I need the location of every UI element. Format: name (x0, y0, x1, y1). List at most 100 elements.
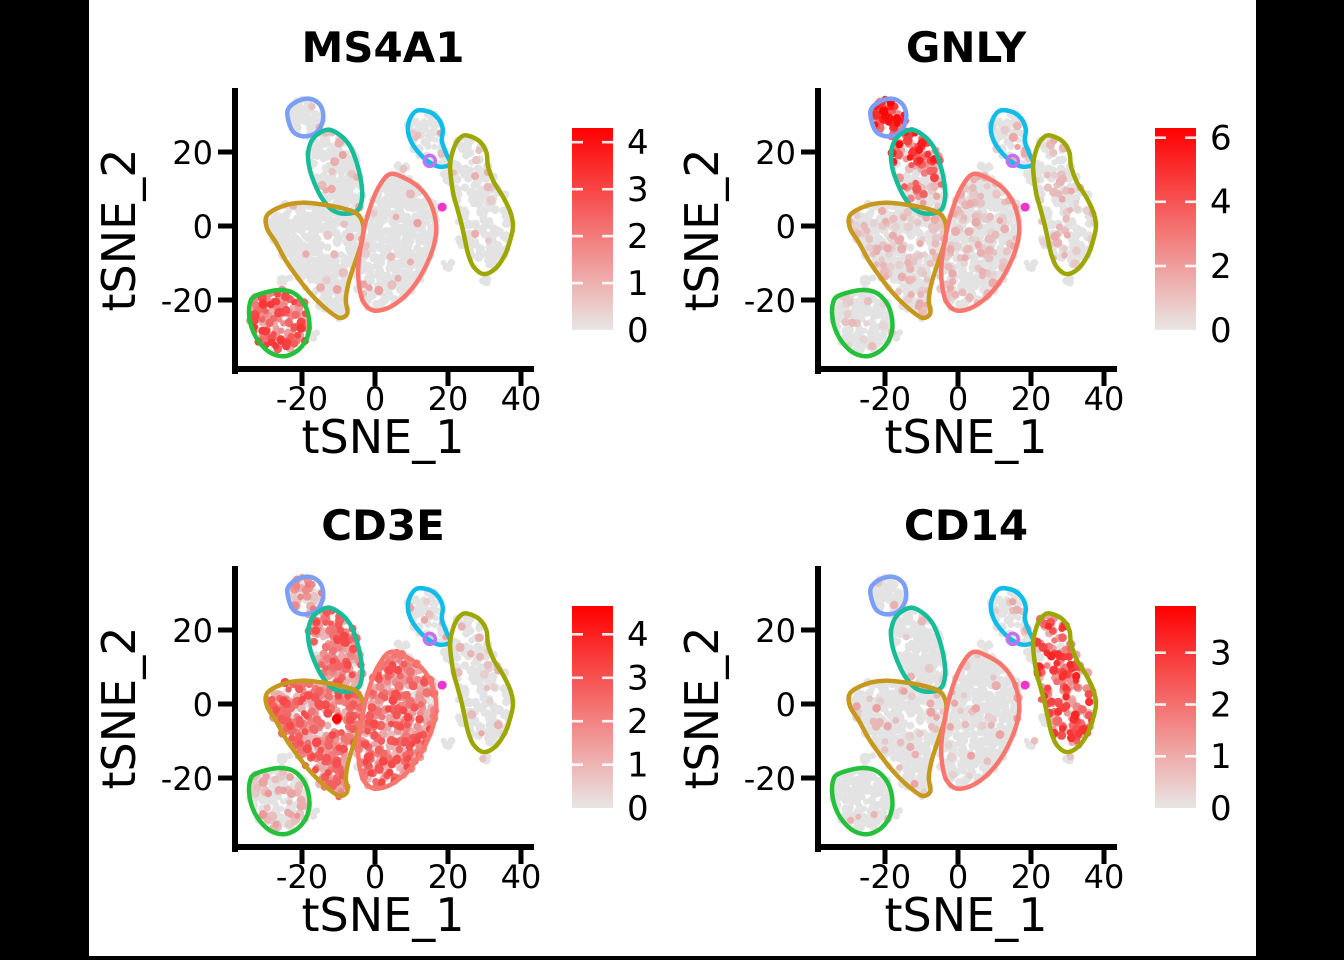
x-axis-label: tSNE_1 (301, 888, 465, 942)
cell-points (829, 95, 1099, 356)
cluster-outline-teal (305, 127, 365, 217)
panel-title: CD3E (321, 501, 445, 550)
svg-text:0: 0 (1210, 311, 1232, 351)
svg-text:20: 20 (172, 612, 213, 650)
cluster-outline-cyan (988, 107, 1036, 170)
svg-text:20: 20 (755, 134, 796, 172)
cluster-outline-gold (846, 200, 949, 321)
svg-text:40: 40 (501, 858, 542, 896)
cluster-outline-salmon (938, 171, 1022, 314)
feature-panel-gnly: -20 0 20 40 -20 0 20 0 2 4 6 GNLY tSNE_2 tSNE_1 (672, 0, 1255, 478)
magenta-dot-marker (1020, 202, 1030, 212)
orchid-ring-outline (422, 631, 438, 647)
x-axis-label: tSNE_1 (301, 410, 465, 464)
cluster-outline-blue (868, 96, 909, 139)
svg-text:40: 40 (501, 380, 542, 418)
svg-text:6: 6 (1210, 119, 1232, 159)
cluster-outline-green (246, 287, 312, 359)
panel-title: MS4A1 (301, 23, 465, 72)
svg-text:0: 0 (365, 858, 385, 896)
svg-text:4: 4 (627, 123, 649, 163)
svg-text:0: 0 (365, 380, 385, 418)
cluster-outline-olive (447, 133, 516, 277)
svg-text:3: 3 (627, 659, 649, 699)
cluster-outline-cyan (988, 585, 1036, 648)
orchid-ring-outline (1005, 631, 1021, 647)
cluster-outline-salmon (355, 171, 439, 314)
x-axis-label: tSNE_1 (884, 410, 1048, 464)
y-axis-label: tSNE_2 (675, 148, 729, 312)
cluster-outline-green (246, 765, 312, 837)
cluster-outline-gold (846, 678, 949, 799)
tsne-scatter-svg: -20 0 20 40 -20 0 20 0 2 4 6 (744, 88, 1232, 418)
cluster-outline-olive (1030, 611, 1099, 755)
cluster-outline-cyan (405, 585, 453, 648)
y-axis-label: tSNE_2 (92, 626, 146, 790)
cluster-outline-teal (305, 605, 365, 695)
svg-text:20: 20 (1011, 380, 1052, 418)
orchid-ring-outline (1005, 153, 1021, 169)
cluster-outline-teal (888, 605, 948, 695)
cluster-outline-salmon (355, 649, 439, 792)
svg-text:-20: -20 (276, 858, 328, 896)
colorbar: 0 2 4 6 (1155, 119, 1232, 351)
feature-panel-cd3e: -20 0 20 40 -20 0 20 0 1 2 3 4 CD3E tSNE_2 tSNE_1 (89, 478, 672, 956)
panel-title: GNLY (905, 23, 1027, 72)
svg-text:0: 0 (193, 208, 213, 246)
svg-text:40: 40 (1084, 380, 1125, 418)
magenta-dot-marker (437, 202, 447, 212)
cell-points (829, 573, 1099, 834)
feature-panel-ms4a1: -20 0 20 40 -20 0 20 0 1 2 3 4 MS4A1 tSNE_2 tSNE_1 (89, 0, 672, 478)
svg-text:2: 2 (627, 217, 649, 257)
feature-panel-cd14: -20 0 20 40 -20 0 20 0 1 2 3 CD14 tSNE_2 tSNE_1 (672, 478, 1255, 956)
svg-text:-20: -20 (161, 282, 213, 320)
axes: -20 0 20 40 -20 0 20 (161, 566, 542, 896)
svg-text:-20: -20 (276, 380, 328, 418)
svg-text:0: 0 (627, 789, 649, 829)
magenta-dot-marker (1020, 680, 1030, 690)
cluster-outline-green (829, 765, 895, 837)
cluster-outline-salmon (938, 649, 1022, 792)
y-axis-label: tSNE_2 (92, 148, 146, 312)
cluster-outline-blue (868, 574, 909, 617)
cluster-outline-gold (263, 200, 366, 321)
cell-points (246, 95, 516, 356)
svg-text:0: 0 (193, 686, 213, 724)
cluster-outline-blue (285, 574, 326, 617)
panel-title: CD14 (903, 501, 1029, 550)
svg-text:20: 20 (428, 380, 469, 418)
svg-text:-20: -20 (161, 760, 213, 798)
cluster-outline-green (829, 287, 895, 359)
svg-text:4: 4 (1210, 183, 1232, 223)
x-axis-label: tSNE_1 (884, 888, 1048, 942)
svg-text:0: 0 (627, 311, 649, 351)
magenta-dot-marker (437, 680, 447, 690)
svg-text:1: 1 (627, 264, 649, 304)
cluster-outline-cyan (405, 107, 453, 170)
svg-text:-20: -20 (859, 380, 911, 418)
cluster-outline-teal (888, 127, 948, 217)
svg-text:2: 2 (1210, 247, 1232, 287)
svg-text:0: 0 (948, 380, 968, 418)
cluster-outline-olive (1030, 133, 1099, 277)
cell-points (246, 573, 516, 834)
cluster-outline-blue (285, 96, 326, 139)
cluster-outline-olive (447, 611, 516, 755)
orchid-ring-outline (422, 153, 438, 169)
colorbar: 0 1 2 3 4 (572, 123, 649, 351)
svg-text:20: 20 (428, 858, 469, 896)
svg-text:0: 0 (776, 208, 796, 246)
figure-canvas: -20 0 20 40 -20 0 20 0 1 2 3 4 MS4A1 tSNE_2 tSNE_1 … (89, 0, 1256, 956)
svg-text:3: 3 (627, 170, 649, 210)
svg-text:-20: -20 (744, 282, 796, 320)
svg-text:1: 1 (627, 746, 649, 786)
cluster-outline-gold (263, 678, 366, 799)
